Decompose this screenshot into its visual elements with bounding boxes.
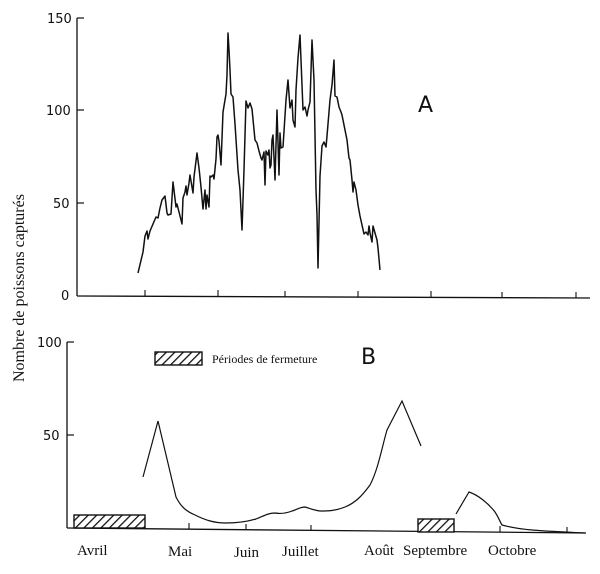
panel-b-x-axis [66, 527, 587, 534]
month-label-avril: Avril [77, 543, 108, 559]
panel-a-ytick-100: 100 [46, 104, 71, 119]
month-label-juin: Juin [234, 545, 260, 561]
panel-b-series-1 [142, 399, 422, 524]
legend-label: Périodes de fermeture [212, 352, 317, 366]
panel-a-ytick-0: 0 [61, 289, 69, 304]
closure-period-april [73, 514, 146, 529]
month-label-juillet: Juillet [282, 544, 319, 560]
legend: Périodes de fermeture [154, 351, 317, 366]
month-label-septembre: Septembre [403, 543, 467, 559]
panel-b-letter: B [361, 345, 376, 370]
panel-a-ytick-50: 50 [53, 197, 70, 212]
month-label-mai: Mai [168, 544, 192, 560]
legend-swatch-hatched [154, 351, 203, 366]
panel-b-ytick-50: 50 [43, 429, 60, 444]
panel-a-letter: A [418, 93, 433, 118]
panel-b-ytick-100: 100 [37, 336, 62, 351]
panel-a-ytick-150: 150 [47, 12, 72, 27]
month-labels: Avril Mai Juin Juillet Août Septembre Oc… [77, 543, 537, 561]
closure-period-september [417, 518, 455, 533]
y-axis-label: Nombre de poissons capturés [11, 194, 28, 382]
month-label-octobre: Octobre [488, 543, 537, 559]
panel-a: 150 100 50 0 A [46, 12, 591, 304]
panel-b: 100 50 Périodes de fermeture B Avril Mai… [37, 336, 587, 561]
month-label-aout: Août [364, 543, 395, 559]
panel-b-series-2 [455, 491, 586, 534]
panel-a-series-line [137, 32, 381, 274]
panel-a-x-axis [76, 295, 591, 299]
